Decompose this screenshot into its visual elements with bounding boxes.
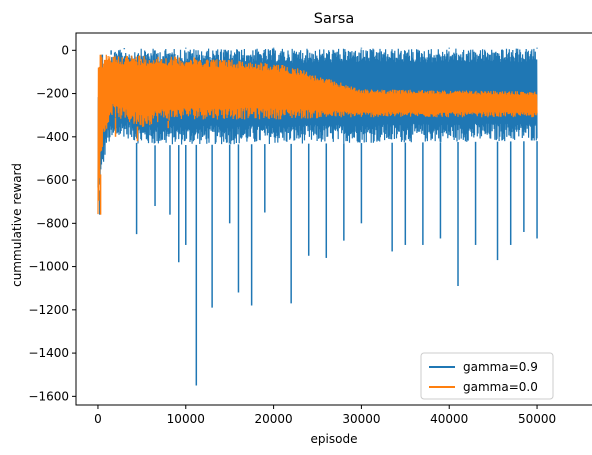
legend: gamma=0.9 gamma=0.0 bbox=[420, 352, 554, 400]
legend-label: gamma=0.0 bbox=[463, 380, 538, 394]
y-axis-label: cummulative reward bbox=[10, 163, 24, 287]
plot-area bbox=[97, 47, 538, 386]
series-1 bbox=[97, 47, 538, 386]
y-tick-label: −600 bbox=[36, 173, 69, 187]
y-tick-label: −400 bbox=[36, 130, 69, 144]
y-tick-label: −1200 bbox=[28, 303, 69, 317]
x-tick-label: 30000 bbox=[342, 412, 380, 426]
series-line bbox=[97, 54, 538, 215]
y-tick-label: −200 bbox=[36, 87, 69, 101]
y-tick-label: −1400 bbox=[28, 346, 69, 360]
x-axis: 0 10000 20000 30000 40000 50000 bbox=[94, 405, 556, 426]
y-tick-label: 0 bbox=[61, 43, 69, 57]
x-tick-label: 40000 bbox=[430, 412, 468, 426]
x-tick-label: 20000 bbox=[254, 412, 292, 426]
x-tick-label: 10000 bbox=[167, 412, 205, 426]
y-tick-label: −1000 bbox=[28, 260, 69, 274]
y-tick-label: −1600 bbox=[28, 389, 69, 403]
plot-frame bbox=[75, 32, 592, 406]
y-axis: 0 −200 −400 −600 −800 −1000 −1200 −1400 −1600 bbox=[28, 43, 76, 403]
y-tick-label: −800 bbox=[36, 216, 69, 230]
x-axis-label: episode bbox=[311, 432, 358, 446]
x-tick-label: 50000 bbox=[518, 412, 556, 426]
legend-label: gamma=0.9 bbox=[463, 360, 538, 374]
chart-title: Sarsa bbox=[314, 11, 355, 27]
x-tick-label: 0 bbox=[94, 412, 102, 426]
series-2 bbox=[97, 54, 538, 215]
